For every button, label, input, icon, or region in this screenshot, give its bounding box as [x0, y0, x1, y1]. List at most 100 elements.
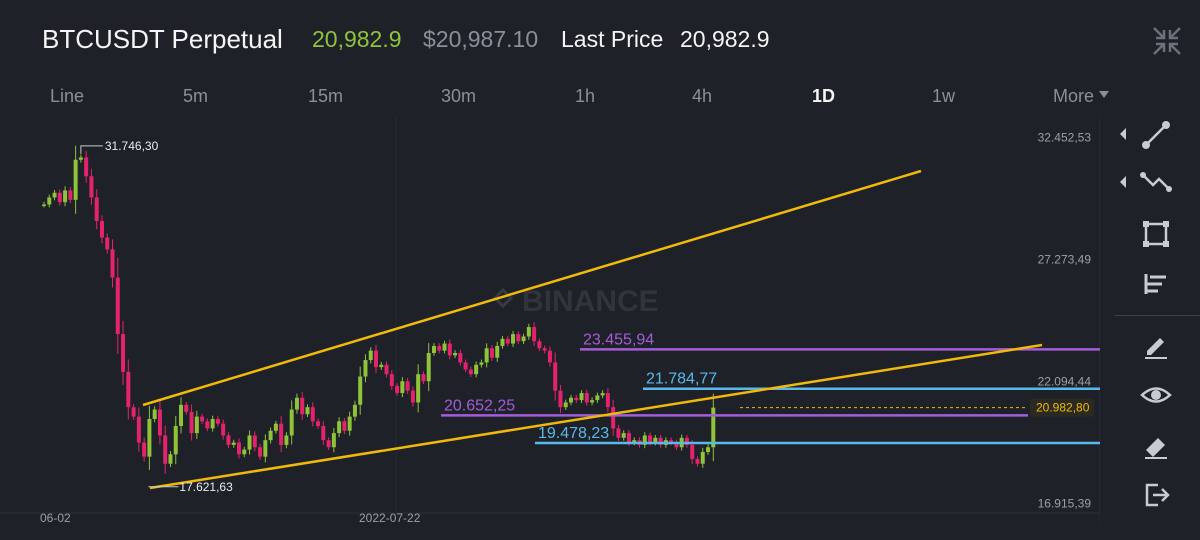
candle-body: [532, 327, 537, 342]
candle: [337, 417, 342, 438]
candle: [258, 443, 263, 460]
candle: [305, 404, 310, 418]
candle-body: [579, 393, 584, 401]
fibonacci-tool-icon[interactable]: [1138, 165, 1174, 201]
candle: [674, 439, 679, 451]
candle: [226, 432, 231, 449]
candle-body: [331, 433, 336, 448]
candle: [157, 400, 162, 445]
candle-body: [547, 350, 552, 363]
candle-body: [136, 416, 141, 443]
candle: [252, 431, 257, 452]
candle-body: [347, 416, 352, 431]
interval-30m[interactable]: 30m: [441, 86, 477, 106]
interval-1d[interactable]: 1D: [812, 86, 836, 106]
candle: [537, 338, 542, 352]
candle-body: [157, 409, 162, 436]
collapse-icon[interactable]: [1150, 24, 1184, 58]
candle: [342, 418, 347, 435]
candle: [289, 400, 294, 445]
candle: [279, 416, 284, 453]
channel-upper-trendline: [142, 169, 922, 407]
candle-body: [421, 374, 426, 382]
candle-body: [400, 381, 405, 394]
candle: [605, 388, 610, 413]
symbol-title[interactable]: BTCUSDT Perpetual: [42, 24, 283, 54]
candle-body: [247, 435, 252, 450]
candle-body: [416, 374, 421, 403]
candle-body: [42, 204, 46, 207]
candle: [505, 336, 510, 347]
candle-body: [121, 334, 126, 372]
candle-body: [68, 190, 73, 200]
interval-more[interactable]: More: [1053, 86, 1095, 106]
y-tick-label: 16.915,39: [1038, 496, 1092, 510]
candle: [316, 418, 321, 429]
eye-icon[interactable]: [1138, 377, 1174, 413]
exit-icon[interactable]: [1138, 477, 1174, 513]
levels-layer: 23.455,94 21.784,77 20.652,25 19.478,23: [441, 331, 1100, 445]
candle: [474, 361, 479, 378]
current-price-badge: [1030, 398, 1094, 417]
eraser-icon[interactable]: [1138, 427, 1174, 463]
y-tick-label: 27.273,49: [1038, 252, 1092, 266]
candle-body: [89, 176, 94, 198]
x-tick-label: 2022-07-22: [359, 511, 421, 525]
candle-body: [147, 418, 152, 457]
candle-body: [642, 435, 647, 445]
interval-line[interactable]: Line: [50, 86, 85, 106]
indicator-tool-icon[interactable]: [1138, 266, 1174, 302]
candle-body: [273, 423, 278, 431]
candle: [126, 359, 131, 420]
candle-body: [442, 343, 447, 351]
candle-body: [252, 435, 257, 448]
last-price-value: 20,982.9: [680, 26, 770, 52]
candle: [410, 386, 415, 407]
trendline-tool-icon[interactable]: [1138, 117, 1174, 153]
candle: [210, 415, 215, 432]
candle: [416, 364, 421, 413]
interval-15m[interactable]: 15m: [308, 86, 344, 106]
candle-body: [342, 421, 347, 431]
low-annotation: 17.621,63: [148, 480, 233, 494]
candle: [521, 333, 526, 345]
candle-body: [410, 390, 415, 403]
pencil-icon[interactable]: [1138, 327, 1174, 363]
candle-body: [558, 390, 563, 408]
candlestick-chart[interactable]: BINANCE 23.455,94 21.784,77 20.652,25 19.47…: [0, 115, 1100, 525]
candle-body: [99, 221, 104, 238]
expand-arrow-icon[interactable]: [1118, 175, 1128, 189]
candle-body: [463, 362, 468, 370]
chevron-down-icon[interactable]: [1098, 90, 1110, 100]
candle: [189, 404, 194, 441]
candle: [484, 343, 489, 368]
candle-body: [337, 421, 342, 434]
last-price-label: Last Price: [561, 26, 664, 52]
rectangle-tool-icon[interactable]: [1138, 216, 1174, 252]
candle: [684, 434, 689, 448]
candle: [300, 391, 305, 421]
candle: [584, 389, 589, 406]
candle: [458, 349, 463, 366]
candle: [147, 405, 152, 470]
candle-body: [484, 348, 489, 363]
candle-body: [374, 350, 379, 368]
candle-body: [163, 435, 168, 464]
candle-body: [173, 426, 178, 455]
candle: [389, 370, 394, 391]
candle: [489, 344, 494, 361]
candle: [569, 394, 573, 406]
interval-5m[interactable]: 5m: [183, 86, 209, 106]
interval-1w[interactable]: 1w: [932, 86, 956, 106]
expand-arrow-icon[interactable]: [1118, 127, 1128, 141]
interval-4h[interactable]: 4h: [692, 86, 713, 106]
candle-body: [495, 345, 500, 358]
candle-body: [126, 371, 131, 408]
candle-body: [263, 440, 268, 457]
interval-1h[interactable]: 1h: [575, 86, 596, 106]
candle: [42, 201, 46, 208]
candle-body: [310, 407, 315, 422]
candle-body: [653, 437, 658, 443]
candle: [294, 393, 299, 414]
candle: [284, 432, 289, 449]
